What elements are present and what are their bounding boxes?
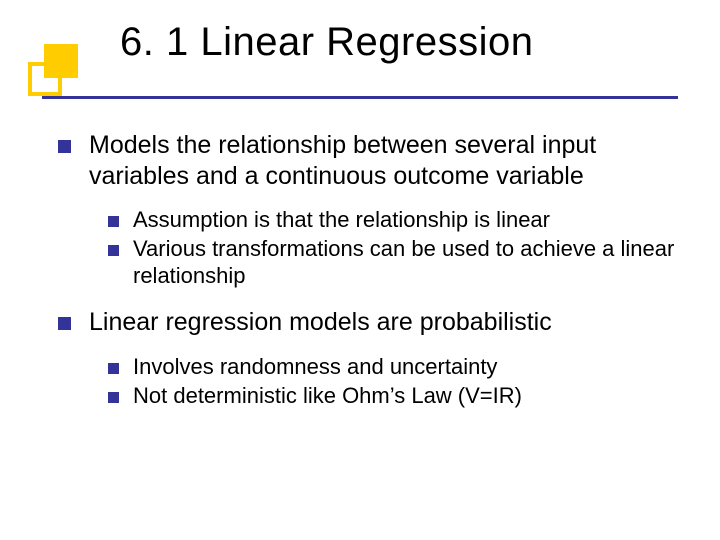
slide: 6. 1 Linear Regression Models the relati… — [0, 0, 720, 540]
square-bullet-icon — [58, 317, 71, 330]
list-item: Assumption is that the relationship is l… — [108, 207, 680, 234]
list-item: Not deterministic like Ohm’s Law (V=IR) — [108, 383, 680, 410]
square-bullet-icon — [108, 363, 119, 374]
sublist: Involves randomness and uncertainty Not … — [58, 354, 680, 410]
list-item: Models the relationship between several … — [58, 130, 680, 191]
square-bullet-icon — [108, 392, 119, 403]
sublist: Assumption is that the relationship is l… — [58, 207, 680, 289]
title-underline — [42, 96, 678, 99]
list-item-text: Not deterministic like Ohm’s Law (V=IR) — [133, 383, 680, 410]
slide-title: 6. 1 Linear Regression — [120, 20, 533, 65]
square-bullet-icon — [58, 140, 71, 153]
list-item-text: Linear regression models are probabilist… — [89, 307, 680, 338]
list-item-text: Assumption is that the relationship is l… — [133, 207, 680, 234]
list-item-text: Various transformations can be used to a… — [133, 236, 680, 290]
slide-body: Models the relationship between several … — [0, 100, 720, 410]
list-item: Linear regression models are probabilist… — [58, 307, 680, 338]
list-item-text: Involves randomness and uncertainty — [133, 354, 680, 381]
title-area: 6. 1 Linear Regression — [0, 0, 720, 100]
square-bullet-icon — [108, 245, 119, 256]
list-item: Various transformations can be used to a… — [108, 236, 680, 290]
list-item-text: Models the relationship between several … — [89, 130, 680, 191]
list-item: Involves randomness and uncertainty — [108, 354, 680, 381]
square-bullet-icon — [108, 216, 119, 227]
decor-square-front — [28, 62, 62, 96]
